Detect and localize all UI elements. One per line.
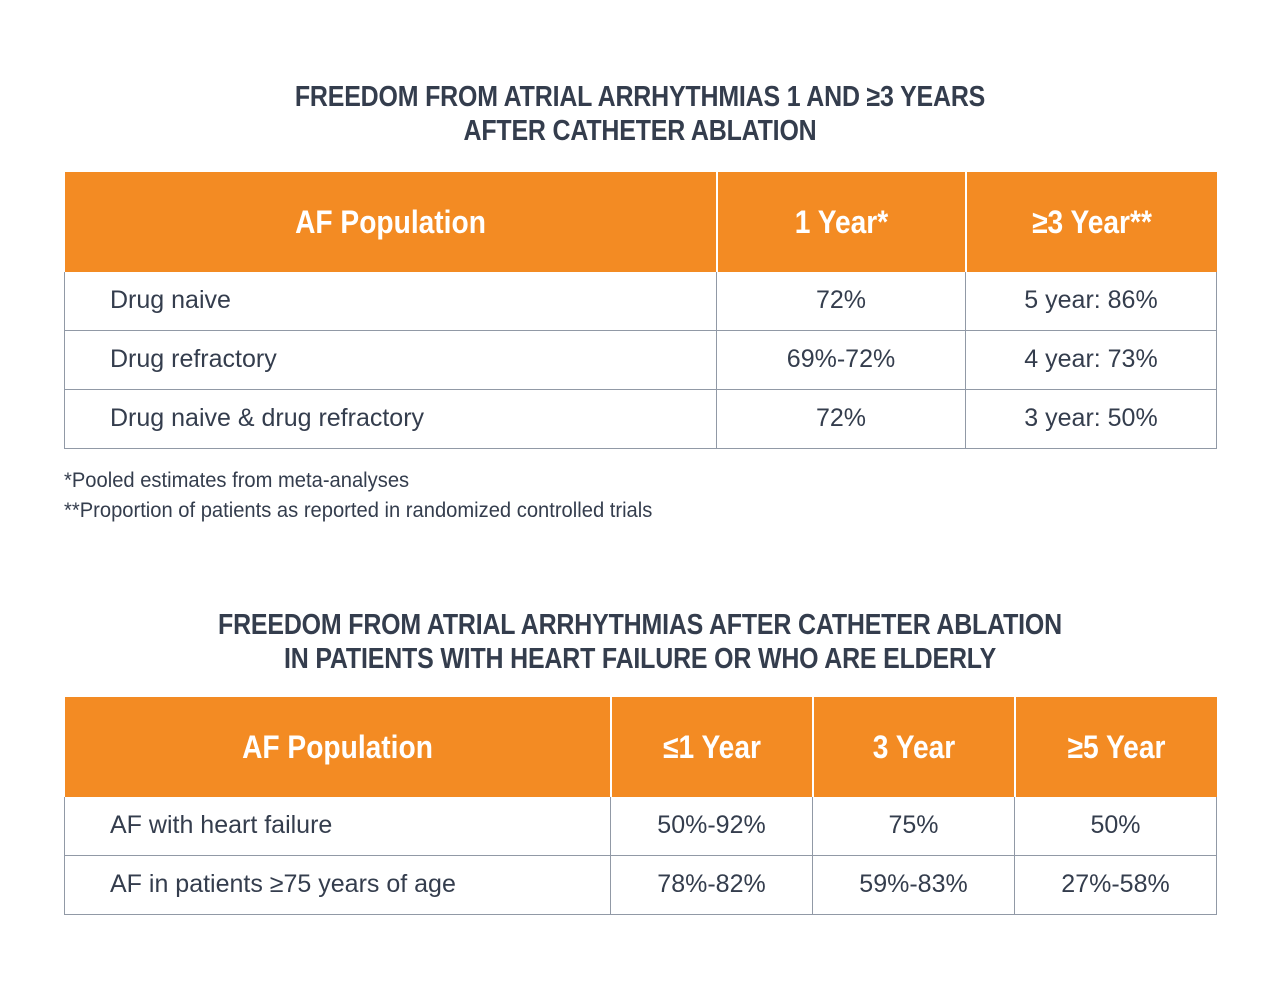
table-2-col-header-ge-five-year: ≥5 Year: [1014, 697, 1217, 797]
table-2-col-header-three-year: 3 Year: [812, 697, 1016, 797]
table-1-col-header-one-year-label: 1 Year*: [794, 203, 888, 240]
table-2-cell-population: AF with heart failure: [64, 797, 611, 856]
table-2-cell-le-one-year: 50%-92%: [610, 797, 813, 856]
section-1-title: FREEDOM FROM ATRIAL ARRHYTHMIAS 1 AND ≥3…: [0, 80, 1280, 148]
table-2-cell-three-year: 59%-83%: [812, 855, 1015, 915]
table-1-footnotes: *Pooled estimates from meta-analyses **P…: [64, 466, 1164, 526]
section-1-title-line-1: FREEDOM FROM ATRIAL ARRHYTHMIAS 1 AND ≥3…: [294, 81, 986, 113]
table-row: Drug naive & drug refractory 72% 3 year:…: [64, 389, 1217, 449]
section-2-title-line-2: IN PATIENTS WITH HEART FAILURE OR WHO AR…: [283, 643, 997, 676]
table-1-cell-population: Drug naive & drug refractory: [64, 389, 717, 449]
table-1-cell-one-year: 72%: [716, 272, 966, 331]
table-2-cell-three-year: 75%: [812, 797, 1015, 856]
table-2-col-header-population-label: AF Population: [241, 728, 433, 765]
section-1-title-line-2: AFTER CATHETER ABLATION: [463, 115, 817, 148]
table-2-col-header-le-one-year-label: ≤1 Year: [662, 728, 761, 765]
table-2-cell-population: AF in patients ≥75 years of age: [64, 855, 611, 915]
table-2-cell-ge-five-year: 50%: [1014, 797, 1217, 856]
table-1-col-header-population-label: AF Population: [294, 203, 486, 240]
table-1-col-header-three-plus-year-label: ≥3 Year**: [1031, 203, 1152, 240]
table-1-col-header-one-year: 1 Year*: [716, 172, 967, 272]
table-2-cell-ge-five-year: 27%-58%: [1014, 855, 1217, 915]
table-2-cell-le-one-year: 78%-82%: [610, 855, 813, 915]
table-2-header: AF Population ≤1 Year 3 Year ≥5 Year: [64, 697, 1217, 797]
table-1-body: Drug naive 72% 5 year: 86% Drug refracto…: [64, 272, 1217, 449]
table-1-col-header-population: AF Population: [64, 172, 718, 272]
table-1-header-row: AF Population 1 Year* ≥3 Year**: [64, 172, 1217, 272]
table-2-header-row: AF Population ≤1 Year 3 Year ≥5 Year: [64, 697, 1217, 797]
table-row: Drug naive 72% 5 year: 86%: [64, 272, 1217, 331]
table-1-cell-one-year: 72%: [716, 389, 966, 449]
table-1-cell-three-plus-year: 4 year: 73%: [965, 330, 1217, 390]
table-1-header: AF Population 1 Year* ≥3 Year**: [64, 172, 1217, 272]
table-2-col-header-three-year-label: 3 Year: [872, 728, 955, 765]
table-1-col-header-three-plus-year: ≥3 Year**: [965, 172, 1217, 272]
table-1-cell-population: Drug naive: [64, 272, 717, 331]
footnote-double-asterisk: **Proportion of patients as reported in …: [64, 498, 653, 522]
table-2-body: AF with heart failure 50%-92% 75% 50% AF…: [64, 797, 1217, 915]
table-1-cell-three-plus-year: 3 year: 50%: [965, 389, 1217, 449]
footnote-single-asterisk: *Pooled estimates from meta-analyses: [64, 469, 410, 492]
table-1-cell-population: Drug refractory: [64, 330, 717, 390]
table-1-cell-three-plus-year: 5 year: 86%: [965, 272, 1217, 331]
table-2-col-header-population: AF Population: [64, 697, 612, 797]
freedom-from-arrhythmias-years-table: AF Population 1 Year* ≥3 Year** Drug nai…: [64, 172, 1217, 449]
table-1-cell-one-year: 69%-72%: [716, 330, 966, 390]
table-row: AF with heart failure 50%-92% 75% 50%: [64, 797, 1217, 856]
section-2-title: FREEDOM FROM ATRIAL ARRHYTHMIAS AFTER CA…: [0, 608, 1280, 676]
table-row: Drug refractory 69%-72% 4 year: 73%: [64, 330, 1217, 390]
table-2-col-header-ge-five-year-label: ≥5 Year: [1067, 728, 1165, 765]
freedom-from-arrhythmias-heart-failure-elderly-table: AF Population ≤1 Year 3 Year ≥5 Year AF …: [64, 697, 1217, 915]
table-row: AF in patients ≥75 years of age 78%-82% …: [64, 855, 1217, 915]
table-2-col-header-le-one-year: ≤1 Year: [610, 697, 814, 797]
section-2-title-line-1: FREEDOM FROM ATRIAL ARRHYTHMIAS AFTER CA…: [218, 609, 1062, 641]
